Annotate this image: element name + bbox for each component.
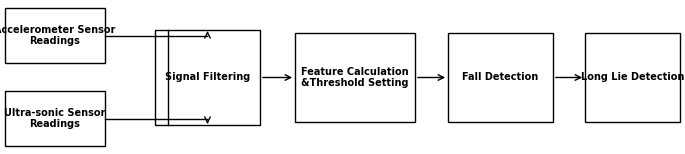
Bar	[295, 33, 415, 122]
Text: Fall Detection: Fall Detection	[462, 73, 538, 83]
Text: Feature Calculation
&Threshold Setting: Feature Calculation &Threshold Setting	[301, 67, 409, 88]
Bar	[155, 30, 260, 125]
Bar	[5, 8, 105, 63]
Text: Ultra-sonic Sensor
Readings: Ultra-sonic Sensor Readings	[4, 108, 105, 129]
Text: Accelerometer Sensor
Readings: Accelerometer Sensor Readings	[0, 25, 116, 46]
Text: Long Lie Detection: Long Lie Detection	[581, 73, 684, 83]
Bar	[448, 33, 553, 122]
Text: Signal Filtering: Signal Filtering	[165, 73, 250, 83]
Bar	[5, 91, 105, 146]
Bar	[585, 33, 680, 122]
